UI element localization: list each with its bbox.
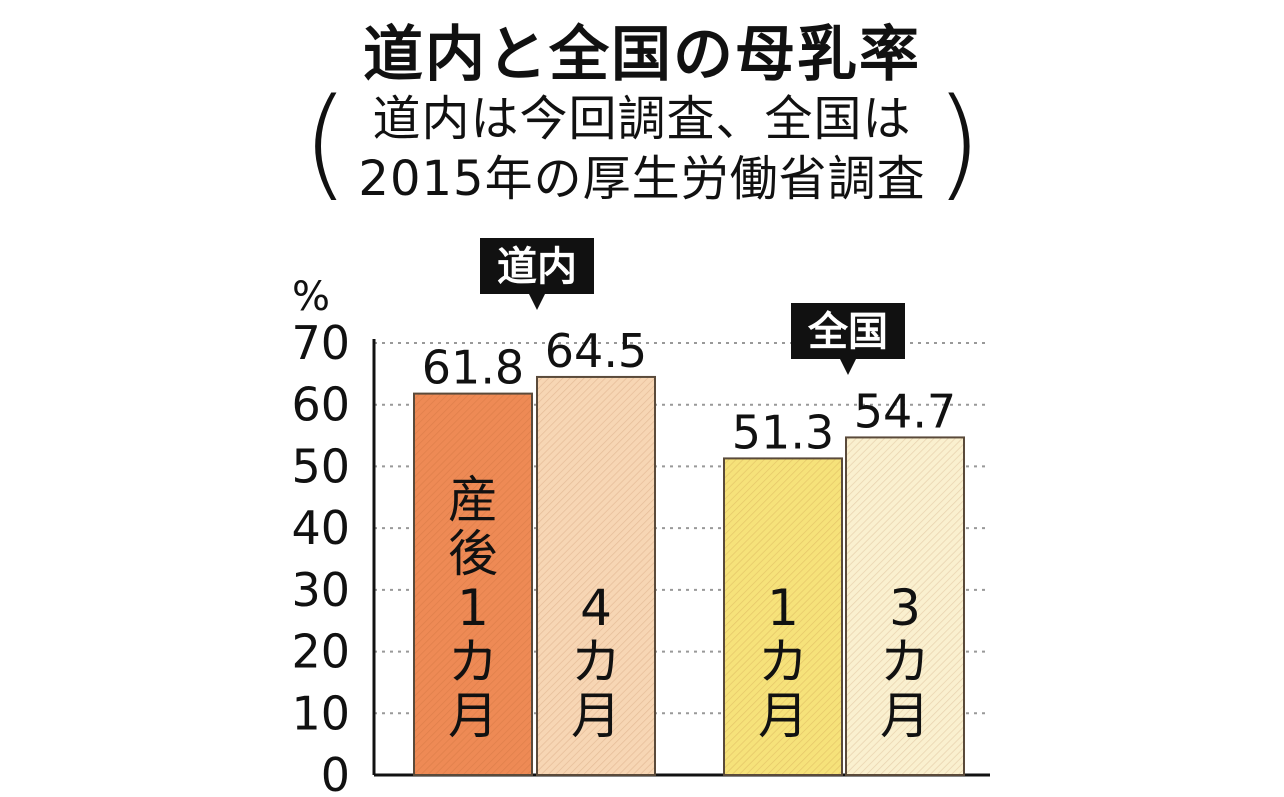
data-label: 61.8 — [422, 341, 524, 395]
bar-category-label-char: 月 — [758, 687, 808, 745]
y-tick-label: 20 — [291, 625, 350, 679]
bar-category-label-char: 月 — [571, 687, 621, 745]
group-label: 全国 — [807, 309, 888, 355]
y-tick-label: 0 — [321, 748, 350, 797]
bar-category-label-char: 産 — [448, 471, 498, 529]
bar-category-label-char: 3 — [889, 579, 921, 637]
group-label: 道内 — [497, 244, 577, 290]
y-tick-label: 60 — [291, 378, 350, 432]
bar-category-label-char: 月 — [880, 687, 930, 745]
data-label: 54.7 — [854, 384, 956, 438]
data-label: 64.5 — [545, 324, 647, 378]
bar-category-label-char: 月 — [448, 687, 498, 745]
subtitle-line-2: 2015年の厚生労働省調査 — [358, 151, 926, 207]
bar — [413, 392, 533, 776]
bar-category-label-char: カ — [880, 633, 930, 691]
bar — [723, 457, 843, 776]
y-tick-label: 10 — [291, 686, 350, 740]
subtitle-line-1: 道内は今回調査、全国は — [372, 91, 912, 147]
bar — [845, 436, 965, 776]
bar-category-label-char: カ — [571, 633, 621, 691]
open-parenthesis: ( — [302, 74, 349, 213]
close-parenthesis: ) — [935, 74, 982, 213]
group-badge — [791, 303, 905, 375]
chart-title: 道内と全国の母乳率 — [363, 20, 921, 90]
bar-category-label-char: カ — [448, 633, 498, 691]
bar-category-label-char: 1 — [767, 579, 799, 637]
chart-subtitle: ( 道内は今回調査、全国は 2015年の厚生労働省調査 ) — [302, 82, 982, 210]
y-tick-label: 40 — [291, 501, 350, 555]
bar-category-label-char: 1 — [457, 579, 489, 637]
group-badge — [480, 238, 594, 310]
bar-category-label-char: 後 — [448, 525, 498, 583]
bar — [536, 375, 656, 776]
y-tick-label: 30 — [291, 563, 350, 617]
y-axis-unit: % — [292, 274, 330, 320]
bar-category-label-char: 4 — [580, 579, 612, 637]
y-tick-label: 70 — [291, 316, 350, 370]
bar-category-label-char: カ — [758, 633, 808, 691]
y-tick-label: 50 — [291, 439, 350, 493]
data-label: 51.3 — [732, 405, 834, 459]
